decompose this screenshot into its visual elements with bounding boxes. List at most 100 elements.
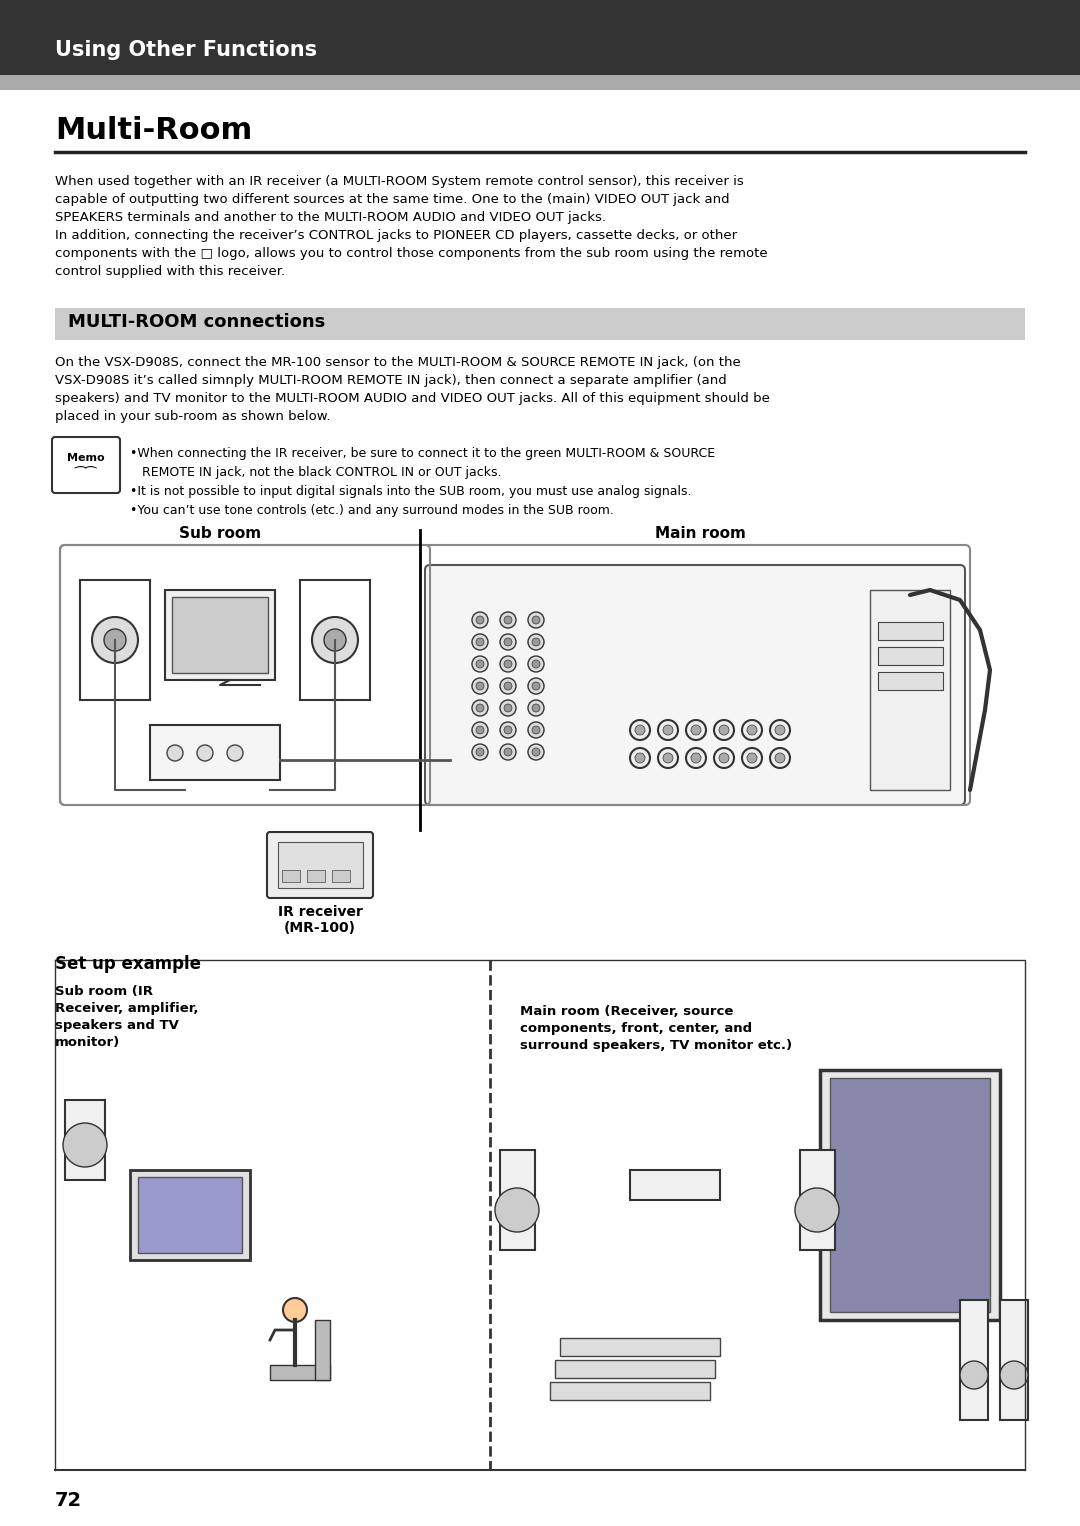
Bar: [831, 1077, 990, 1312]
Text: IR receiver
(MR-100): IR receiver (MR-100): [278, 905, 363, 935]
Circle shape: [528, 700, 544, 716]
Circle shape: [472, 700, 488, 716]
Circle shape: [476, 661, 484, 668]
Circle shape: [472, 745, 488, 760]
Circle shape: [719, 752, 729, 763]
Bar: [300, 580, 370, 700]
Text: Main room: Main room: [654, 526, 745, 542]
Circle shape: [227, 745, 243, 761]
Circle shape: [770, 748, 789, 768]
Circle shape: [742, 748, 762, 768]
Circle shape: [714, 748, 734, 768]
Circle shape: [532, 703, 540, 713]
Circle shape: [747, 725, 757, 736]
Bar: [130, 1170, 249, 1260]
Circle shape: [532, 726, 540, 734]
Bar: [1000, 1300, 1028, 1421]
Circle shape: [312, 617, 357, 662]
Circle shape: [742, 720, 762, 740]
Text: 72: 72: [55, 1491, 82, 1509]
Text: Sub room: Sub room: [179, 526, 261, 542]
Circle shape: [686, 720, 706, 740]
Circle shape: [532, 748, 540, 755]
Circle shape: [532, 638, 540, 645]
Bar: [550, 1383, 710, 1399]
Circle shape: [324, 629, 346, 652]
Circle shape: [719, 725, 729, 736]
Bar: [630, 1170, 720, 1199]
Circle shape: [630, 748, 650, 768]
Circle shape: [92, 617, 138, 662]
Circle shape: [714, 720, 734, 740]
Circle shape: [472, 633, 488, 650]
Circle shape: [476, 726, 484, 734]
Circle shape: [630, 720, 650, 740]
Circle shape: [795, 1189, 839, 1231]
Circle shape: [504, 726, 512, 734]
Bar: [165, 591, 275, 681]
FancyBboxPatch shape: [55, 308, 1025, 340]
Circle shape: [775, 725, 785, 736]
FancyBboxPatch shape: [52, 436, 120, 493]
Circle shape: [960, 1361, 988, 1389]
Circle shape: [500, 745, 516, 760]
Circle shape: [663, 752, 673, 763]
Bar: [870, 591, 950, 790]
Circle shape: [504, 703, 512, 713]
Circle shape: [504, 682, 512, 690]
Circle shape: [104, 629, 126, 652]
Bar: [960, 1300, 988, 1421]
Circle shape: [504, 661, 512, 668]
Circle shape: [1000, 1361, 1028, 1389]
Text: Using Other Functions: Using Other Functions: [55, 40, 318, 60]
Text: Multi-Room: Multi-Room: [55, 116, 253, 145]
Text: Memo: Memo: [67, 453, 105, 462]
Bar: [561, 1338, 720, 1357]
Circle shape: [167, 745, 183, 761]
FancyBboxPatch shape: [267, 832, 373, 897]
Circle shape: [528, 678, 544, 694]
Circle shape: [500, 656, 516, 671]
Bar: [150, 725, 280, 780]
Circle shape: [472, 722, 488, 739]
Circle shape: [532, 661, 540, 668]
Bar: [282, 870, 300, 882]
Circle shape: [476, 703, 484, 713]
Bar: [820, 1070, 1000, 1320]
Circle shape: [635, 752, 645, 763]
Circle shape: [500, 700, 516, 716]
Circle shape: [686, 748, 706, 768]
Bar: [270, 1364, 330, 1380]
Circle shape: [500, 633, 516, 650]
Bar: [65, 1100, 105, 1180]
Circle shape: [504, 748, 512, 755]
Circle shape: [197, 745, 213, 761]
Circle shape: [476, 617, 484, 624]
Text: Main room (Receiver, source
components, front, center, and
surround speakers, TV: Main room (Receiver, source components, …: [519, 1006, 792, 1051]
Circle shape: [691, 725, 701, 736]
Bar: [315, 1320, 330, 1380]
Circle shape: [504, 638, 512, 645]
Circle shape: [528, 656, 544, 671]
Bar: [878, 671, 943, 690]
Bar: [80, 580, 150, 700]
Circle shape: [63, 1123, 107, 1167]
Bar: [138, 1177, 242, 1253]
Text: MULTI-ROOM connections: MULTI-ROOM connections: [68, 313, 325, 331]
Circle shape: [528, 745, 544, 760]
Circle shape: [476, 638, 484, 645]
Text: Sub room (IR
Receiver, amplifier,
speakers and TV
monitor): Sub room (IR Receiver, amplifier, speake…: [55, 984, 199, 1048]
Circle shape: [770, 720, 789, 740]
Bar: [500, 1151, 535, 1250]
Circle shape: [775, 752, 785, 763]
Bar: [878, 647, 943, 665]
Circle shape: [691, 752, 701, 763]
Circle shape: [658, 720, 678, 740]
FancyBboxPatch shape: [0, 75, 1080, 90]
Circle shape: [500, 678, 516, 694]
Circle shape: [283, 1299, 307, 1322]
FancyBboxPatch shape: [426, 565, 966, 806]
Circle shape: [476, 682, 484, 690]
Text: ⁀⁀: ⁀⁀: [75, 468, 97, 482]
Text: On the VSX-D908S, connect the MR-100 sensor to the MULTI-ROOM & SOURCE REMOTE IN: On the VSX-D908S, connect the MR-100 sen…: [55, 356, 770, 423]
